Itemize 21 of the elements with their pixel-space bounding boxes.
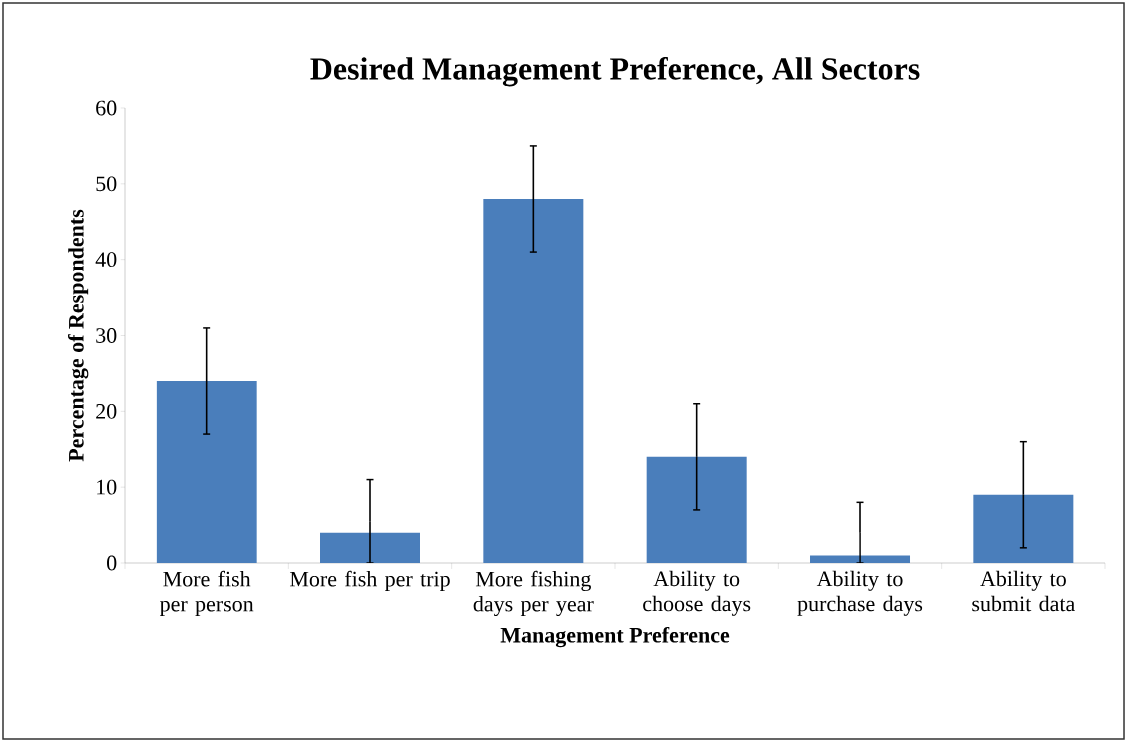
- bar: [646, 456, 747, 563]
- x-tick-label: More fish per trip: [289, 570, 450, 591]
- x-tick-label: Ability to purchase days: [797, 570, 923, 616]
- chart-title: Desired Management Preference, All Sectors: [310, 56, 920, 87]
- y-tick-label: 40: [95, 252, 117, 268]
- y-tick-label: 50: [96, 176, 117, 192]
- y-tick-label: 60: [96, 100, 117, 116]
- x-axis-title: Management Preference: [500, 626, 730, 648]
- y-tick-label: 10: [97, 479, 117, 495]
- bar: [483, 199, 584, 563]
- bar: [810, 555, 911, 563]
- x-tick-label: More fishing days per year: [473, 570, 594, 617]
- y-tick-label: 30: [96, 328, 117, 343]
- y-tick-label: 20: [96, 403, 117, 419]
- x-tick-label: Ability to submit data: [972, 570, 1075, 612]
- y-tick-label: 0: [107, 555, 117, 571]
- bar: [156, 381, 257, 563]
- x-tick-label: More fish per person: [159, 570, 254, 616]
- y-axis-title: Percentage of Respondents: [67, 209, 89, 462]
- x-tick-label: Ability to choose days: [643, 570, 751, 616]
- bar: [320, 532, 420, 563]
